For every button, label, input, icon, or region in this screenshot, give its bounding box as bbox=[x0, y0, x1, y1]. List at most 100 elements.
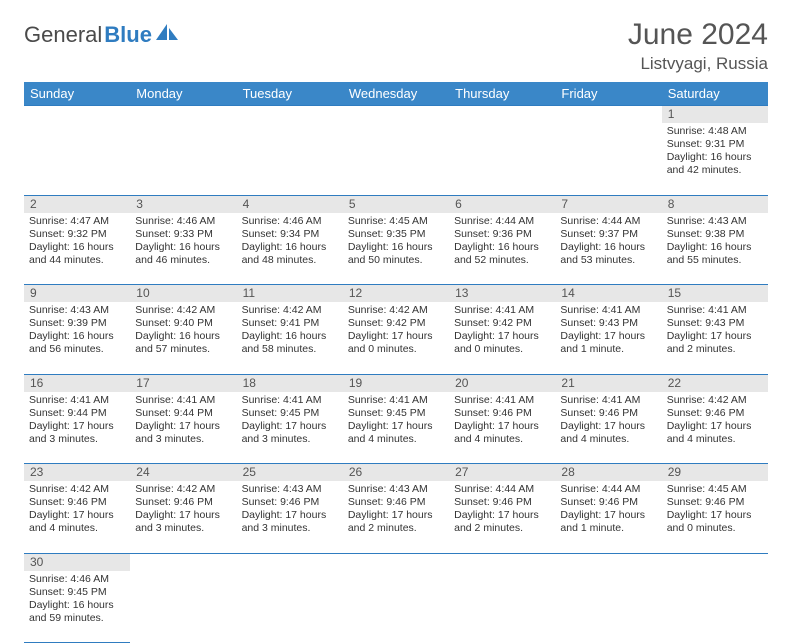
day-cell bbox=[343, 123, 449, 195]
sunrise-text: Sunrise: 4:41 AM bbox=[560, 394, 656, 407]
day-cell: Sunrise: 4:41 AMSunset: 9:44 PMDaylight:… bbox=[130, 392, 236, 464]
brand-part1: General bbox=[24, 22, 102, 48]
day1-text: Daylight: 17 hours bbox=[135, 509, 231, 522]
brand-part2: Blue bbox=[104, 22, 152, 48]
day2-text: and 3 minutes. bbox=[29, 433, 125, 446]
day-number-cell bbox=[237, 553, 343, 571]
day-cell bbox=[237, 123, 343, 195]
day-number-cell bbox=[449, 106, 555, 124]
day1-text: Daylight: 17 hours bbox=[348, 420, 444, 433]
day-cell bbox=[237, 571, 343, 643]
day-cell: Sunrise: 4:41 AMSunset: 9:46 PMDaylight:… bbox=[555, 392, 661, 464]
day-number-cell: 21 bbox=[555, 374, 661, 392]
sunrise-text: Sunrise: 4:42 AM bbox=[348, 304, 444, 317]
sunset-text: Sunset: 9:36 PM bbox=[454, 228, 550, 241]
day-number-cell bbox=[24, 106, 130, 124]
weekday-header: Sunday bbox=[24, 82, 130, 106]
day1-text: Daylight: 16 hours bbox=[135, 330, 231, 343]
day-cell: Sunrise: 4:42 AMSunset: 9:41 PMDaylight:… bbox=[237, 302, 343, 374]
day-cell: Sunrise: 4:44 AMSunset: 9:37 PMDaylight:… bbox=[555, 213, 661, 285]
day-number-cell: 8 bbox=[662, 195, 768, 213]
day1-text: Daylight: 17 hours bbox=[667, 420, 763, 433]
day1-text: Daylight: 16 hours bbox=[135, 241, 231, 254]
day-cell: Sunrise: 4:43 AMSunset: 9:46 PMDaylight:… bbox=[237, 481, 343, 553]
sunrise-text: Sunrise: 4:41 AM bbox=[242, 394, 338, 407]
day-number-row: 9101112131415 bbox=[24, 285, 768, 303]
day-cell: Sunrise: 4:44 AMSunset: 9:46 PMDaylight:… bbox=[555, 481, 661, 553]
page-header: GeneralBlue June 2024 Listvyagi, Russia bbox=[24, 18, 768, 74]
day2-text: and 52 minutes. bbox=[454, 254, 550, 267]
day-number-cell: 1 bbox=[662, 106, 768, 124]
sunrise-text: Sunrise: 4:45 AM bbox=[348, 215, 444, 228]
sunrise-text: Sunrise: 4:43 AM bbox=[348, 483, 444, 496]
sunrise-text: Sunrise: 4:41 AM bbox=[454, 304, 550, 317]
sunset-text: Sunset: 9:45 PM bbox=[242, 407, 338, 420]
day2-text: and 4 minutes. bbox=[667, 433, 763, 446]
day1-text: Daylight: 16 hours bbox=[29, 241, 125, 254]
weekday-header: Tuesday bbox=[237, 82, 343, 106]
sunrise-text: Sunrise: 4:42 AM bbox=[135, 304, 231, 317]
day-number-cell: 17 bbox=[130, 374, 236, 392]
day-number-cell bbox=[343, 106, 449, 124]
sunset-text: Sunset: 9:46 PM bbox=[560, 496, 656, 509]
sunset-text: Sunset: 9:45 PM bbox=[348, 407, 444, 420]
weekday-header: Friday bbox=[555, 82, 661, 106]
sunset-text: Sunset: 9:46 PM bbox=[135, 496, 231, 509]
sunrise-text: Sunrise: 4:43 AM bbox=[242, 483, 338, 496]
day-cell: Sunrise: 4:46 AMSunset: 9:45 PMDaylight:… bbox=[24, 571, 130, 643]
day1-text: Daylight: 17 hours bbox=[348, 330, 444, 343]
sunrise-text: Sunrise: 4:43 AM bbox=[29, 304, 125, 317]
day2-text: and 0 minutes. bbox=[348, 343, 444, 356]
sunset-text: Sunset: 9:38 PM bbox=[667, 228, 763, 241]
day2-text: and 42 minutes. bbox=[667, 164, 763, 177]
sunrise-text: Sunrise: 4:44 AM bbox=[454, 483, 550, 496]
day2-text: and 2 minutes. bbox=[667, 343, 763, 356]
sunset-text: Sunset: 9:45 PM bbox=[29, 586, 125, 599]
day-number-cell: 2 bbox=[24, 195, 130, 213]
day-cell bbox=[449, 571, 555, 643]
sunrise-text: Sunrise: 4:44 AM bbox=[560, 215, 656, 228]
day-cell: Sunrise: 4:42 AMSunset: 9:46 PMDaylight:… bbox=[24, 481, 130, 553]
day-cell: Sunrise: 4:41 AMSunset: 9:45 PMDaylight:… bbox=[343, 392, 449, 464]
day-cell bbox=[130, 571, 236, 643]
sunrise-text: Sunrise: 4:44 AM bbox=[560, 483, 656, 496]
day-number-cell: 9 bbox=[24, 285, 130, 303]
sunrise-text: Sunrise: 4:43 AM bbox=[667, 215, 763, 228]
sunset-text: Sunset: 9:43 PM bbox=[667, 317, 763, 330]
day-cell: Sunrise: 4:42 AMSunset: 9:46 PMDaylight:… bbox=[130, 481, 236, 553]
sunset-text: Sunset: 9:46 PM bbox=[348, 496, 444, 509]
day1-text: Daylight: 17 hours bbox=[29, 509, 125, 522]
day-number-cell: 19 bbox=[343, 374, 449, 392]
day-cell: Sunrise: 4:41 AMSunset: 9:46 PMDaylight:… bbox=[449, 392, 555, 464]
day-number-cell bbox=[449, 553, 555, 571]
day2-text: and 2 minutes. bbox=[348, 522, 444, 535]
day2-text: and 4 minutes. bbox=[29, 522, 125, 535]
day-cell bbox=[555, 571, 661, 643]
day1-text: Daylight: 16 hours bbox=[348, 241, 444, 254]
day-number-cell bbox=[237, 106, 343, 124]
day-number-cell bbox=[662, 553, 768, 571]
day-number-cell: 6 bbox=[449, 195, 555, 213]
sunrise-text: Sunrise: 4:44 AM bbox=[454, 215, 550, 228]
sunset-text: Sunset: 9:46 PM bbox=[454, 496, 550, 509]
day2-text: and 0 minutes. bbox=[454, 343, 550, 356]
day-content-row: Sunrise: 4:46 AMSunset: 9:45 PMDaylight:… bbox=[24, 571, 768, 643]
sunrise-text: Sunrise: 4:48 AM bbox=[667, 125, 763, 138]
day-cell: Sunrise: 4:41 AMSunset: 9:45 PMDaylight:… bbox=[237, 392, 343, 464]
day-number-cell: 28 bbox=[555, 464, 661, 482]
weekday-header: Saturday bbox=[662, 82, 768, 106]
day2-text: and 3 minutes. bbox=[135, 433, 231, 446]
day-content-row: Sunrise: 4:41 AMSunset: 9:44 PMDaylight:… bbox=[24, 392, 768, 464]
day2-text: and 44 minutes. bbox=[29, 254, 125, 267]
day-number-cell: 25 bbox=[237, 464, 343, 482]
sunrise-text: Sunrise: 4:45 AM bbox=[667, 483, 763, 496]
day2-text: and 3 minutes. bbox=[242, 433, 338, 446]
day-cell: Sunrise: 4:45 AMSunset: 9:35 PMDaylight:… bbox=[343, 213, 449, 285]
sunrise-text: Sunrise: 4:41 AM bbox=[667, 304, 763, 317]
calendar-page: GeneralBlue June 2024 Listvyagi, Russia … bbox=[0, 0, 792, 643]
day2-text: and 46 minutes. bbox=[135, 254, 231, 267]
day1-text: Daylight: 17 hours bbox=[135, 420, 231, 433]
day-number-cell: 22 bbox=[662, 374, 768, 392]
day-cell: Sunrise: 4:41 AMSunset: 9:43 PMDaylight:… bbox=[555, 302, 661, 374]
sunrise-text: Sunrise: 4:41 AM bbox=[560, 304, 656, 317]
